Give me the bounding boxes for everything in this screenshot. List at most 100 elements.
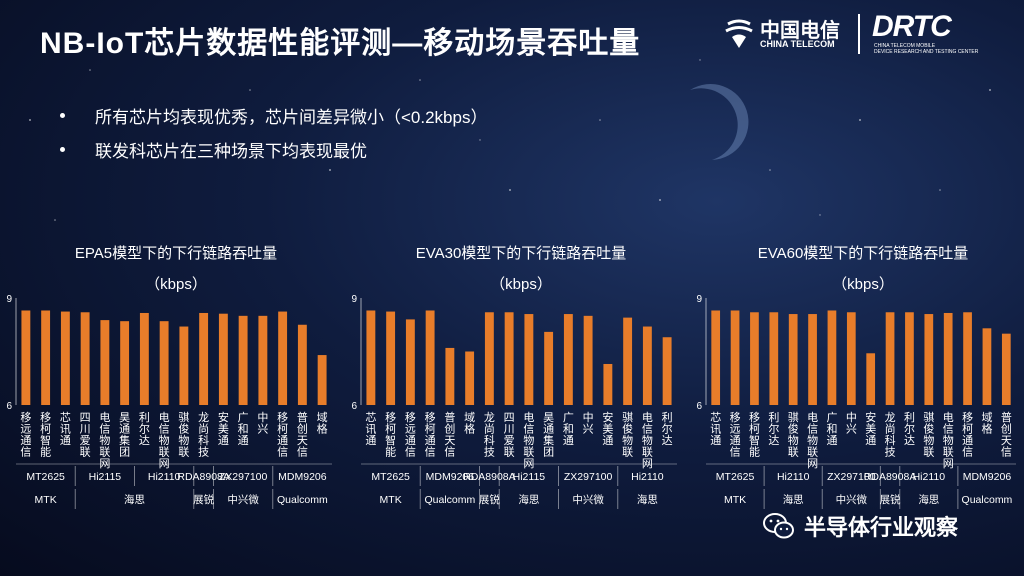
category-char: 物: [788, 433, 799, 447]
category-char: 普: [297, 410, 308, 424]
category-char: 电: [523, 411, 534, 424]
category-char: 通: [865, 434, 876, 447]
category-char: 信: [642, 423, 653, 436]
chip-label: Hi2110: [913, 471, 946, 483]
bar: [866, 353, 876, 405]
category-label: 安美通: [602, 410, 613, 447]
category-label: 利尔达: [662, 411, 673, 447]
chart-epa5: EPA5模型下的下行链路吞吐量 （kbps） 6 9 移远通信 移柯智能 芯讯通 四川爱联 电信…: [0, 230, 340, 525]
category-char: 电: [943, 411, 954, 424]
bar: [662, 337, 672, 405]
vendor-label: 海思: [918, 493, 939, 506]
category-char: 兴: [257, 423, 268, 436]
category-char: 通: [730, 434, 741, 447]
vendor-label: 海思: [518, 493, 539, 506]
y-tick-label: 6: [351, 401, 357, 412]
category-char: 和: [563, 423, 574, 436]
bar: [788, 314, 798, 405]
bar: [623, 317, 633, 405]
bar: [484, 312, 494, 405]
page-title: NB-IoT芯片数据性能评测—移动场景吞吐量: [40, 27, 641, 60]
category-char: 普: [444, 410, 455, 424]
category-label: 普创天信: [444, 410, 455, 459]
category-char: 安: [602, 410, 613, 424]
category-char: 龙: [885, 411, 896, 424]
bar: [563, 314, 573, 405]
category-label: 移柯通信: [277, 411, 288, 459]
category-char: 移: [277, 411, 288, 424]
bullet-dot-icon: [60, 146, 65, 152]
category-label: 龙尚科技: [484, 411, 495, 459]
category-label: 域格: [464, 411, 475, 436]
china-telecom-logo: 中国电信 CHINA TELECOM: [722, 14, 846, 54]
category-char: 信: [523, 423, 534, 436]
category-label: 移柯智能: [40, 411, 51, 459]
category-char: 通: [218, 434, 229, 447]
category-char: 能: [385, 445, 396, 459]
vendor-label: 中兴微: [572, 493, 604, 506]
category-char: 电: [642, 411, 653, 424]
category-char: 电: [159, 411, 170, 424]
y-tick-label: 9: [351, 294, 357, 305]
china-telecom-en: CHINA TELECOM: [760, 39, 835, 49]
category-char: 尚: [198, 422, 209, 436]
category-label: 移柯智能: [749, 411, 760, 459]
drtc-sub-line-2: DEVICE RESEARCH AND TESTING CENTER: [874, 49, 979, 55]
watermark-text: 半导体行业观察: [804, 515, 959, 540]
category-char: 信: [425, 446, 436, 459]
category-label: 广和通: [826, 411, 837, 447]
bar: [258, 315, 268, 405]
bar: [465, 351, 475, 405]
chip-label: MT2625: [371, 471, 410, 483]
bar: [366, 310, 376, 405]
category-char: 技: [484, 446, 495, 459]
bar: [120, 321, 130, 405]
vendor-label: Qualcomm: [962, 494, 1013, 506]
category-char: 远: [405, 423, 416, 436]
category-char: 柯: [385, 423, 396, 436]
chart-title: EVA60模型下的下行链路吞吐量: [758, 245, 969, 262]
category-char: 移: [385, 411, 396, 424]
bar: [504, 312, 514, 405]
bar: [159, 321, 169, 405]
category-char: 移: [749, 411, 760, 424]
category-label: 移远通信: [20, 411, 31, 459]
category-char: 远: [730, 423, 741, 436]
category-char: 电: [807, 411, 818, 424]
category-char: 创: [297, 423, 308, 436]
category-char: 联: [159, 446, 170, 459]
category-char: 技: [198, 446, 209, 459]
category-char: 智: [749, 433, 760, 447]
category-label: 移柯智能: [385, 411, 396, 459]
bar: [711, 310, 721, 405]
bar: [544, 331, 554, 405]
category-char: 物: [923, 433, 934, 447]
category-char: 通: [602, 434, 613, 447]
category-label: 芯讯通: [60, 410, 71, 447]
bar: [297, 324, 307, 405]
category-char: 联: [80, 446, 91, 459]
bar: [982, 328, 992, 405]
category-char: 联: [622, 446, 633, 459]
category-char: 川: [504, 424, 515, 436]
category-char: 团: [543, 446, 554, 459]
bar: [750, 312, 759, 405]
bar: [905, 312, 914, 405]
logo-divider: [858, 14, 860, 54]
category-char: 移: [425, 411, 436, 424]
category-char: 格: [981, 422, 992, 436]
category-char: 格: [464, 422, 475, 436]
category-char: 柯: [425, 423, 436, 436]
category-char: 尚: [484, 422, 495, 436]
category-char: 网: [523, 458, 534, 470]
category-char: 信: [277, 446, 288, 459]
watermark: 半导体行业观察: [762, 510, 958, 542]
chart-unit: （kbps）: [832, 276, 894, 293]
category-label: 移远通信: [730, 411, 741, 459]
chart-title: EVA30模型下的下行链路吞吐量: [416, 245, 627, 262]
category-label: 芯讯通: [365, 410, 376, 447]
vendor-label: 海思: [783, 493, 804, 506]
category-char: 能: [40, 445, 51, 459]
y-tick-label: 9: [6, 294, 12, 305]
category-char: 龙: [484, 411, 495, 424]
